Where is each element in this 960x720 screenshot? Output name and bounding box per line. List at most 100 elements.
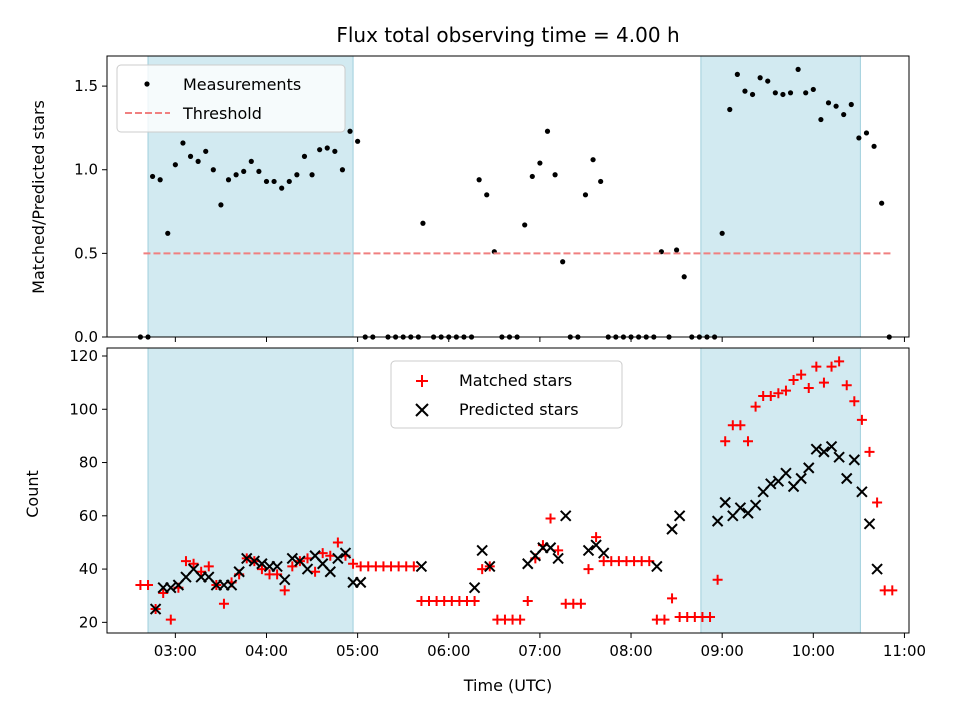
predicted-point	[863, 518, 876, 530]
x-tick-label: 11:00	[883, 642, 926, 660]
predicted-point	[711, 515, 724, 527]
y-axis-label: Count	[23, 470, 42, 518]
predicted-point	[332, 552, 344, 565]
predicted-point	[286, 552, 299, 565]
y-tick-label: 60	[79, 507, 98, 525]
predicted-point	[841, 472, 853, 485]
measurement-point	[420, 220, 426, 226]
measurement-point	[294, 172, 300, 178]
measurement-point	[248, 158, 254, 164]
measurement-point	[803, 90, 809, 96]
measurement-point	[180, 140, 186, 146]
x-tick-label: 06:00	[427, 642, 470, 660]
matched-point	[591, 532, 602, 543]
y-tick-label: 1.5	[74, 77, 98, 95]
matched-point	[841, 380, 852, 391]
predicted-point	[324, 566, 336, 578]
matched-point	[803, 382, 814, 393]
predicted-point	[468, 582, 481, 594]
count-panel: Count Time (UTC) 20 40 60 80 100 120 03:00 04:…	[23, 347, 926, 695]
matched-point	[469, 596, 480, 607]
matched-point	[765, 390, 776, 401]
x-tick-label: 08:00	[609, 642, 652, 660]
legend: Matched stars Predicted stars	[390, 360, 623, 429]
matched-point	[872, 497, 883, 508]
measurement-point	[149, 173, 156, 180]
matched-point	[553, 545, 564, 556]
plot-frame	[106, 347, 910, 634]
matched-point	[348, 558, 359, 569]
measurement-point	[218, 202, 224, 208]
matched-point	[712, 574, 723, 585]
legend-matched-label: Matched stars	[459, 371, 572, 390]
x-tick-label: 10:00	[792, 642, 835, 660]
measurement-point	[286, 178, 292, 185]
measurement-point	[271, 178, 277, 185]
predicted-point	[354, 576, 367, 589]
matched-point	[742, 436, 753, 447]
measurement-point	[582, 192, 589, 198]
y-tick-label: 1.0	[74, 161, 98, 179]
predicted-point	[233, 566, 245, 578]
x-tick-label: 05:00	[336, 642, 379, 660]
predicted-point	[795, 472, 807, 485]
measurement-point	[833, 103, 839, 109]
measurement-point	[795, 66, 801, 72]
x-tick-label: 09:00	[701, 642, 744, 660]
measurement-point	[734, 71, 740, 77]
predicted-point	[415, 560, 428, 573]
measurement-point	[780, 91, 786, 98]
matched-point	[788, 374, 799, 385]
matched-point	[203, 561, 214, 572]
matched-point	[849, 396, 860, 407]
predicted-point	[339, 547, 352, 559]
measurement-point	[210, 167, 216, 173]
matched-point	[796, 369, 807, 380]
measurement-point	[225, 177, 232, 183]
legend-measurements-marker	[144, 81, 150, 87]
measurement-point	[203, 148, 209, 154]
measurement-point	[552, 172, 558, 178]
predicted-point	[673, 510, 686, 522]
matched-point	[188, 558, 199, 569]
predicted-point	[848, 454, 861, 466]
matched-point	[780, 385, 791, 396]
shaded-interval	[700, 347, 861, 634]
measurement-point	[317, 147, 323, 153]
matched-point	[887, 585, 898, 596]
predicted-point	[301, 563, 314, 575]
predicted-point	[248, 555, 261, 567]
measurement-point	[544, 128, 551, 134]
predicted-point	[582, 544, 595, 557]
measurement-point	[818, 116, 824, 123]
predicted-point	[241, 552, 253, 565]
predicted-point	[165, 582, 177, 594]
matched-point	[735, 420, 746, 431]
matched-point	[818, 377, 829, 388]
ratio-panel: Flux total observing time = 4.00 h Match…	[29, 23, 910, 346]
data-marks	[135, 356, 898, 625]
measurement-point	[157, 177, 163, 183]
measurement-point	[339, 167, 346, 173]
measurement-point	[590, 157, 596, 163]
predicted-point	[719, 496, 731, 509]
measurement-point	[871, 143, 877, 149]
measurement-point	[537, 160, 543, 166]
x-tick-label: 04:00	[245, 642, 288, 660]
measurement-point	[279, 185, 285, 191]
shaded-interval	[700, 55, 861, 338]
measurement-point	[598, 178, 604, 185]
matched-point	[667, 593, 678, 604]
y-tick-label: 40	[79, 560, 98, 578]
y-tick-label: 120	[69, 347, 98, 365]
predicted-point	[780, 467, 792, 479]
matched-point	[180, 556, 191, 567]
matched-point	[811, 361, 822, 372]
matched-point	[773, 388, 784, 399]
predicted-point	[149, 603, 162, 615]
matched-point	[325, 550, 336, 561]
matched-point	[477, 564, 488, 575]
matched-point	[545, 513, 556, 524]
measurement-point	[484, 192, 490, 198]
